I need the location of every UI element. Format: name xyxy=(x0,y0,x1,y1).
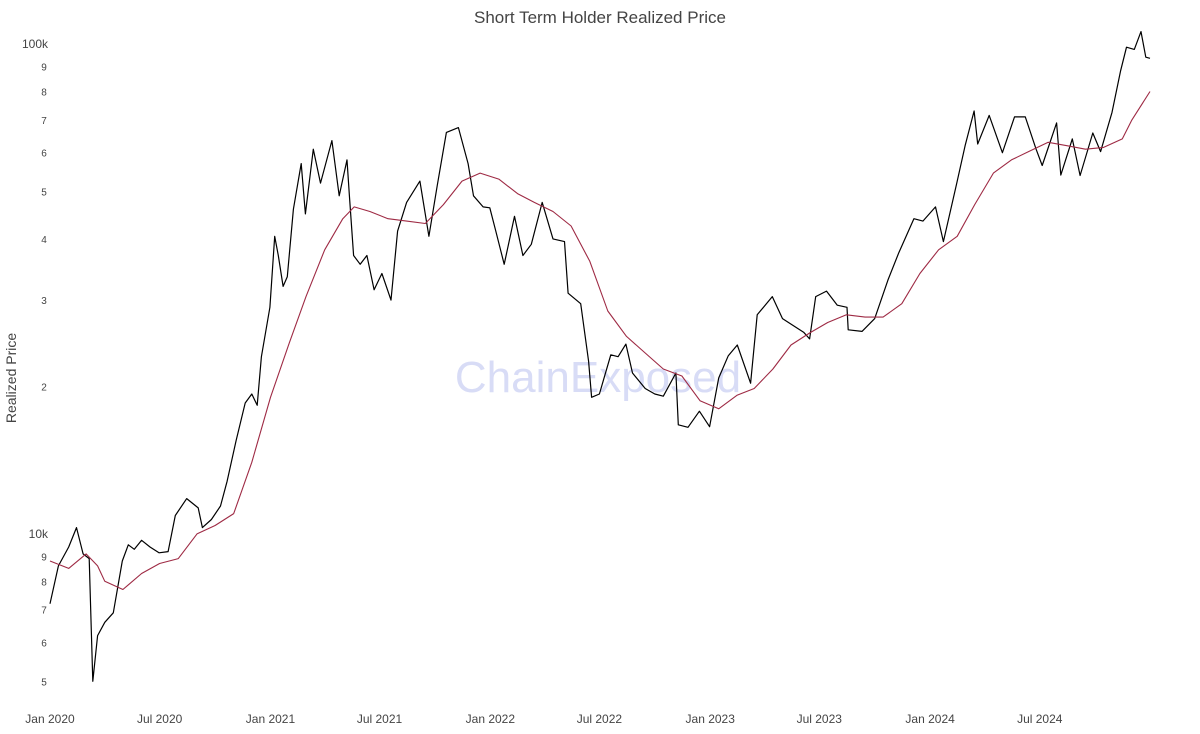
x-tick-label: Jul 2022 xyxy=(577,712,623,726)
price-line xyxy=(49,31,1151,682)
series-lines xyxy=(49,31,1151,682)
y-minor-tick-label: 9 xyxy=(41,62,47,73)
y-minor-tick-label: 7 xyxy=(41,606,47,617)
watermark: ChainExposed xyxy=(455,353,741,402)
y-minor-tick-label: 9 xyxy=(41,552,47,563)
x-tick-label: Jul 2023 xyxy=(797,712,843,726)
y-minor-tick-label: 3 xyxy=(41,296,47,307)
y-minor-tick-label: 6 xyxy=(41,639,47,650)
y-major-tick-label: 100k xyxy=(22,37,49,51)
y-ticks: 10k 100k 5 6 7 8 9 2 3 4 5 6 7 8 9 xyxy=(22,37,49,688)
x-tick-label: Jul 2020 xyxy=(137,712,183,726)
x-tick-label: Jan 2021 xyxy=(246,712,296,726)
y-axis-label: Realized Price xyxy=(3,333,19,423)
y-minor-tick-label: 7 xyxy=(41,116,47,127)
y-minor-tick-label: 2 xyxy=(41,382,47,393)
x-tick-label: Jul 2021 xyxy=(357,712,403,726)
y-major-tick-label: 10k xyxy=(29,527,49,541)
y-minor-tick-label: 5 xyxy=(41,677,47,688)
sth-realized-price-line xyxy=(49,91,1151,591)
chart-title: Short Term Holder Realized Price xyxy=(474,8,726,27)
y-minor-tick-label: 6 xyxy=(41,149,47,160)
x-tick-label: Jan 2020 xyxy=(25,712,75,726)
y-minor-tick-label: 8 xyxy=(41,87,47,98)
x-tick-label: Jan 2024 xyxy=(905,712,955,726)
x-tick-label: Jul 2024 xyxy=(1017,712,1063,726)
y-minor-tick-label: 8 xyxy=(41,577,47,588)
x-tick-label: Jan 2022 xyxy=(466,712,516,726)
x-ticks: Jan 2020 Jul 2020 Jan 2021 Jul 2021 Jan 2022… xyxy=(25,712,1062,726)
y-minor-tick-label: 5 xyxy=(41,187,47,198)
y-minor-tick-label: 4 xyxy=(41,235,47,246)
x-tick-label: Jan 2023 xyxy=(686,712,736,726)
